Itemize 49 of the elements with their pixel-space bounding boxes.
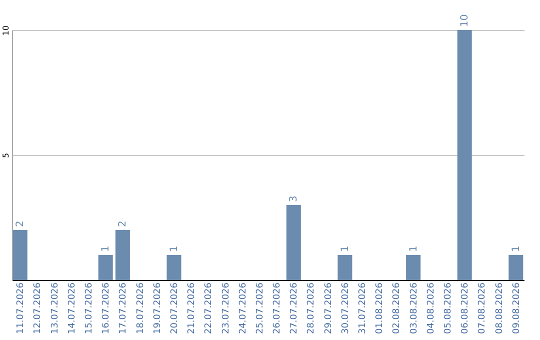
- y-tick-label: 5: [2, 152, 10, 158]
- x-tick-label: 29.07.2026: [324, 282, 334, 334]
- x-tick-label: 28.07.2026: [306, 282, 317, 334]
- data-label: 10: [460, 14, 471, 27]
- x-tick-label: 11.07.2026: [16, 282, 26, 334]
- x-tick-label: 27.07.2026: [290, 282, 300, 334]
- data-label: 2: [15, 220, 26, 227]
- x-tick-label: 05.08.2026: [444, 282, 454, 334]
- x-tick-label: 09.08.2026: [512, 282, 522, 334]
- bar: [166, 255, 182, 280]
- x-tick-label: 15.07.2026: [84, 282, 94, 334]
- x-tick-label: 26.07.2026: [272, 282, 283, 334]
- x-tick-label: 31.07.2026: [358, 282, 368, 334]
- x-tick-label: 12.07.2026: [33, 282, 44, 334]
- x-tick-label: 22.07.2026: [204, 282, 214, 334]
- data-label: 1: [340, 246, 351, 252]
- x-tick-label: 19.07.2026: [152, 282, 163, 334]
- x-tick-label: 18.07.2026: [136, 282, 146, 334]
- x-tick-label: 01.08.2026: [375, 282, 386, 334]
- x-tick-label: 25.07.2026: [255, 282, 266, 334]
- bar: [457, 30, 472, 280]
- x-tick-label: 24.07.2026: [238, 282, 248, 334]
- data-label: 1: [510, 246, 522, 252]
- x-tick-label: 08.08.2026: [494, 282, 505, 334]
- bar: [98, 255, 113, 280]
- x-tick-label: 07.08.2026: [478, 282, 488, 334]
- data-label: 1: [100, 246, 112, 252]
- bar: [12, 230, 28, 280]
- data-label: 3: [288, 196, 300, 202]
- x-tick-label: 21.07.2026: [187, 282, 198, 334]
- x-tick-label: 23.07.2026: [221, 282, 232, 334]
- x-tick-label: 02.08.2026: [392, 282, 402, 334]
- bar: [406, 255, 421, 280]
- bar: [508, 255, 524, 280]
- bar: [338, 255, 352, 280]
- x-tick-label: 04.08.2026: [426, 282, 436, 334]
- x-tick-label: 16.07.2026: [102, 282, 112, 334]
- data-label: 2: [118, 220, 129, 227]
- bar: [286, 205, 301, 280]
- x-tick-label: 30.07.2026: [340, 282, 351, 334]
- data-label: 1: [168, 246, 180, 252]
- x-tick-label: 06.08.2026: [460, 282, 471, 334]
- x-tick-label: 13.07.2026: [50, 282, 60, 334]
- x-tick-label: 17.07.2026: [118, 282, 129, 334]
- data-label: 1: [408, 246, 420, 252]
- x-tick-label: 20.07.2026: [170, 282, 180, 334]
- x-tick-label: 14.07.2026: [67, 282, 78, 334]
- x-tick-label: 03.08.2026: [409, 282, 420, 334]
- bar: [115, 230, 130, 280]
